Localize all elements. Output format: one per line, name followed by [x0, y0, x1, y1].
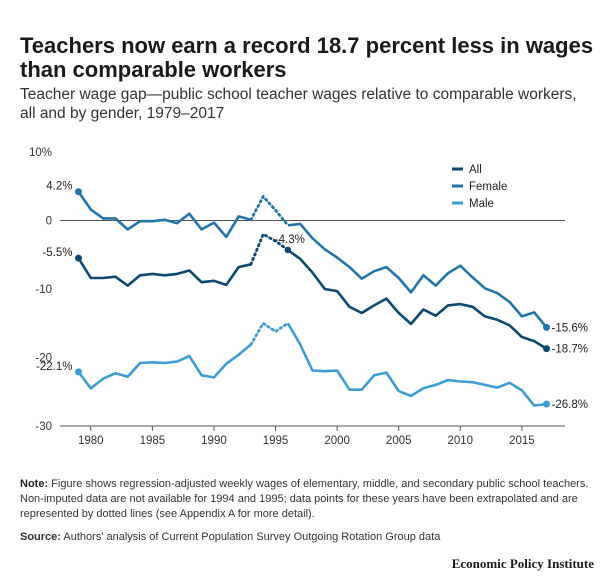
note-label: Note: [20, 478, 49, 490]
chart-source: Source: Authors' analysis of Current Pop… [20, 530, 590, 545]
source-label: Source: [20, 531, 61, 543]
series-male-extrapolated-line [249, 321, 290, 346]
x-tick-label: 2000 [324, 435, 350, 447]
x-tick-label: 1990 [201, 435, 227, 447]
x-tick-label: 1980 [78, 435, 104, 447]
y-tick-label: -30 [35, 421, 52, 433]
series-all-start-label: -5.5% [42, 247, 72, 259]
series-all-line [287, 248, 548, 350]
series-all-line [77, 257, 252, 287]
series-all-extrapolated-line [249, 232, 290, 266]
series-all-end-point [543, 345, 551, 353]
series-female-line [77, 190, 252, 239]
series-all-end-label: -18.7% [552, 344, 588, 356]
x-tick-label: 1985 [140, 435, 166, 447]
series-female-end-point [543, 323, 551, 331]
series-female-line [287, 222, 548, 329]
series-female-start-point [74, 188, 82, 196]
y-tick-label: -20 [35, 353, 52, 365]
legend-label-all: All [469, 164, 482, 176]
series-all-start-point [74, 254, 82, 262]
series-male-line [286, 322, 547, 407]
series-male-end-point [543, 400, 551, 408]
x-tick-label: 2010 [448, 435, 474, 447]
series-male-start-point [74, 368, 82, 376]
series-female-start-label: 4.2% [46, 181, 72, 193]
x-tick-label: 2005 [386, 435, 412, 447]
legend-label-male: Male [469, 198, 494, 210]
series-male-end-label: -26.8% [552, 399, 588, 411]
chart-note: Note: Figure shows regression-adjusted w… [20, 477, 590, 522]
chart-title: Teachers now earn a record 18.7 percent … [20, 33, 594, 82]
source-text: Authors' analysis of Current Population … [60, 531, 441, 543]
chart-subtitle: Teacher wage gap—public school teacher w… [20, 86, 577, 122]
x-tick-label: 2015 [509, 435, 535, 447]
y-tick-label: -10 [35, 284, 52, 296]
x-tick-label: 1995 [263, 435, 289, 447]
series-female-extrapolated-line [249, 195, 290, 227]
series-female-end-label: -15.6% [552, 322, 588, 334]
y-tick-label: 0 [46, 216, 52, 228]
series-male-start-label: -22.1% [36, 361, 72, 373]
line-chart: 10% 0 -10 -20 -30 1980 1985 1990 1995 2000 2005 201… [29, 147, 588, 447]
series-male-line [77, 343, 252, 390]
note-text: Figure shows regression-adjusted weekly … [20, 478, 589, 520]
brand-logo-text: Economic Policy Institute [451, 556, 594, 571]
annotation-label: -4.3% [275, 234, 305, 246]
y-tick-label: 10% [29, 147, 52, 159]
annotation-point [284, 246, 292, 254]
legend-label-female: Female [469, 181, 507, 193]
